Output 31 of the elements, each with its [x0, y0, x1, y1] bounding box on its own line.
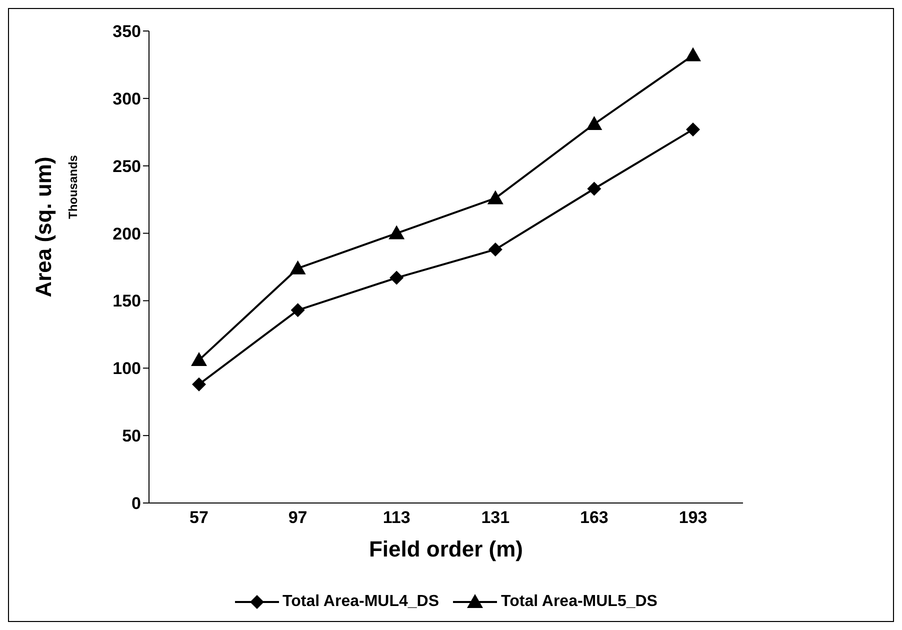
point	[192, 377, 206, 392]
point	[685, 47, 701, 62]
point	[488, 242, 502, 256]
text: Thousands	[66, 154, 80, 220]
legend-label: Total Area-MUL5_DS	[500, 593, 658, 611]
point	[290, 260, 306, 274]
point	[191, 352, 207, 366]
x-tick-label: 193	[678, 508, 708, 528]
x-tick-label: 131	[481, 508, 510, 528]
point	[586, 116, 602, 130]
y-tick-label: 250	[112, 156, 141, 176]
y-tick-label: 150	[112, 292, 141, 311]
y-tick-label: 350	[112, 22, 141, 42]
legend-label: Total Area-MUL4_DS	[282, 593, 439, 611]
point	[487, 190, 504, 204]
x-tick-label: 163	[580, 508, 608, 528]
x-tick-label: 113	[382, 508, 410, 528]
y-tick-label: 200	[112, 224, 141, 244]
y-tick-label: 0	[132, 494, 141, 514]
point	[587, 182, 602, 196]
point	[390, 270, 404, 285]
y-tick-label: 300	[112, 89, 141, 108]
point	[686, 122, 700, 136]
point	[388, 225, 405, 240]
y-tick-label: 50	[122, 426, 141, 446]
x-tick-label: 57	[190, 508, 208, 528]
point	[290, 303, 305, 318]
x-tick-label: 97	[288, 508, 308, 528]
x-axis-title: Field order (m)	[368, 536, 524, 562]
y-tick-label: 100	[112, 359, 141, 378]
y-axis-title: Area (sq. um)	[31, 156, 56, 298]
